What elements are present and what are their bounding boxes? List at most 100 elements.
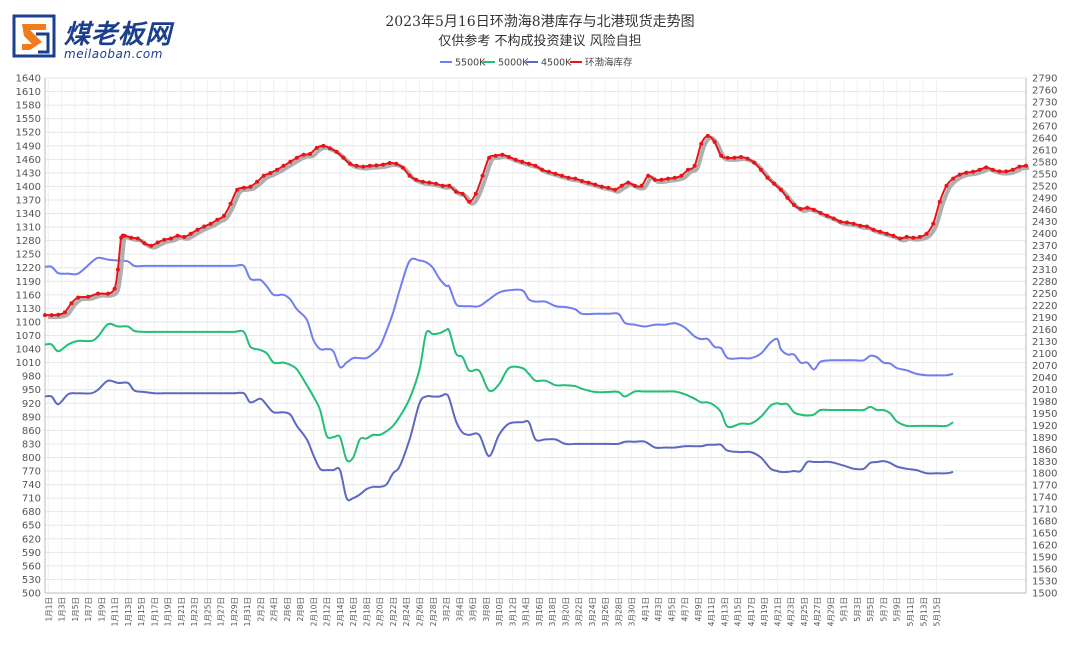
inventory-point xyxy=(440,183,445,188)
x-tick-label: 1月11日 xyxy=(111,597,120,626)
left-tick-label: 1100 xyxy=(16,317,41,328)
left-tick-label: 620 xyxy=(22,534,41,545)
right-tick-label: 2760 xyxy=(1032,85,1057,96)
right-tick-label: 1740 xyxy=(1032,493,1057,504)
inventory-point xyxy=(526,161,531,166)
x-tick-label: 2月2日 xyxy=(256,597,265,622)
inventory-point xyxy=(878,229,883,234)
x-tick-label: 1月21日 xyxy=(177,597,186,626)
x-tick-label: 4月9日 xyxy=(694,597,703,622)
inventory-point xyxy=(937,199,942,204)
left-tick-label: 1520 xyxy=(16,128,41,139)
x-tick-label: 2月24日 xyxy=(402,597,411,626)
x-tick-label: 2月4日 xyxy=(270,597,279,622)
inventory-point xyxy=(739,155,743,159)
inventory-point xyxy=(188,231,193,236)
left-tick-label: 1040 xyxy=(16,345,41,356)
right-tick-label: 1620 xyxy=(1032,541,1057,552)
left-tick-label: 1250 xyxy=(16,250,41,261)
legend-5000k-label: 5000K xyxy=(498,58,529,69)
inventory-point xyxy=(381,162,385,167)
inventory-point xyxy=(162,237,167,242)
inventory-point xyxy=(387,161,392,165)
left-tick-label: 1070 xyxy=(16,331,41,342)
inventory-point xyxy=(281,163,286,168)
inventory-point xyxy=(904,234,909,239)
right-tick-label: 2310 xyxy=(1032,265,1057,276)
inventory-point xyxy=(632,183,637,188)
inventory-point xyxy=(785,195,790,200)
inventory-point xyxy=(1010,167,1015,172)
inventory-point xyxy=(308,151,313,156)
inventory-point xyxy=(646,173,651,178)
inventory-point xyxy=(805,205,810,210)
left-tick-label: 830 xyxy=(22,439,41,450)
inventory-point xyxy=(56,312,61,317)
inventory-point xyxy=(500,152,505,157)
x-tick-label: 3月6日 xyxy=(469,597,478,622)
x-tick-label: 3月16日 xyxy=(535,597,544,626)
x-tick-label: 4月13日 xyxy=(720,597,729,626)
legend-4500k-label: 4500K xyxy=(541,58,572,69)
inventory-point xyxy=(679,173,684,178)
x-tick-label: 1月15日 xyxy=(137,597,146,626)
right-axis: 1500153015601590162016501680171017401770… xyxy=(1032,74,1057,600)
right-tick-label: 2190 xyxy=(1032,313,1057,324)
right-tick-label: 1500 xyxy=(1032,589,1057,600)
inventory-point xyxy=(228,201,233,206)
inventory-point xyxy=(467,199,472,204)
inventory-point xyxy=(964,170,969,175)
left-tick-label: 890 xyxy=(22,412,41,423)
left-tick-label: 920 xyxy=(22,399,41,410)
left-tick-label: 1460 xyxy=(16,155,41,166)
x-tick-label: 4月29日 xyxy=(826,597,835,626)
inventory-point xyxy=(891,233,896,238)
x-tick-label: 2月16日 xyxy=(349,597,358,626)
x-tick-label: 5月11日 xyxy=(906,597,915,626)
inventory-point xyxy=(115,267,120,272)
x-tick-label: 5月7日 xyxy=(879,597,888,622)
left-tick-label: 530 xyxy=(22,575,41,586)
inventory-point xyxy=(924,231,929,236)
inventory-point xyxy=(951,176,956,181)
inventory-point xyxy=(76,295,81,300)
x-tick-label: 1月17日 xyxy=(150,597,159,626)
inventory-point xyxy=(871,227,876,232)
inventory-point xyxy=(460,191,465,196)
left-tick-label: 740 xyxy=(22,480,41,491)
left-tick-label: 680 xyxy=(22,507,41,518)
inventory-point xyxy=(1004,169,1009,174)
x-tick-label: 4月25日 xyxy=(800,597,809,626)
inventory-point xyxy=(420,179,425,184)
inventory-point xyxy=(719,153,724,158)
right-tick-label: 2070 xyxy=(1032,361,1057,372)
inventory-point xyxy=(454,189,458,194)
x-tick-label: 1月9日 xyxy=(97,597,106,622)
series-inventory-line xyxy=(44,134,1027,317)
right-tick-label: 2610 xyxy=(1032,145,1057,156)
inventory-point xyxy=(971,169,975,174)
inventory-point xyxy=(513,157,518,162)
inventory-point xyxy=(1017,164,1022,169)
chart-subtitle: 仅供参考 不构成投资建议 风险自担 xyxy=(438,34,642,49)
right-tick-label: 1950 xyxy=(1032,409,1057,420)
inventory-point xyxy=(593,182,598,187)
x-tick-label: 5月9日 xyxy=(893,597,902,622)
inventory-point xyxy=(533,163,538,168)
meilaoban-logo-icon xyxy=(12,14,56,58)
inventory-point xyxy=(248,184,253,189)
inventory-point xyxy=(825,213,830,218)
x-tick-label: 5月1日 xyxy=(840,597,849,622)
legend-inventory-label: 环渤海库存 xyxy=(585,57,633,69)
left-tick-label: 1310 xyxy=(16,223,41,234)
inventory-point xyxy=(43,313,47,318)
legend: 5500K 5000K 4500K 环渤海库存 xyxy=(440,57,633,69)
inventory-point xyxy=(765,175,770,180)
inventory-point xyxy=(473,191,478,196)
inventory-point xyxy=(394,161,399,166)
inventory-point xyxy=(586,180,591,185)
inventory-point xyxy=(599,184,604,189)
inventory-point xyxy=(334,149,339,154)
left-tick-label: 1550 xyxy=(16,114,41,125)
inventory-point xyxy=(745,156,750,161)
